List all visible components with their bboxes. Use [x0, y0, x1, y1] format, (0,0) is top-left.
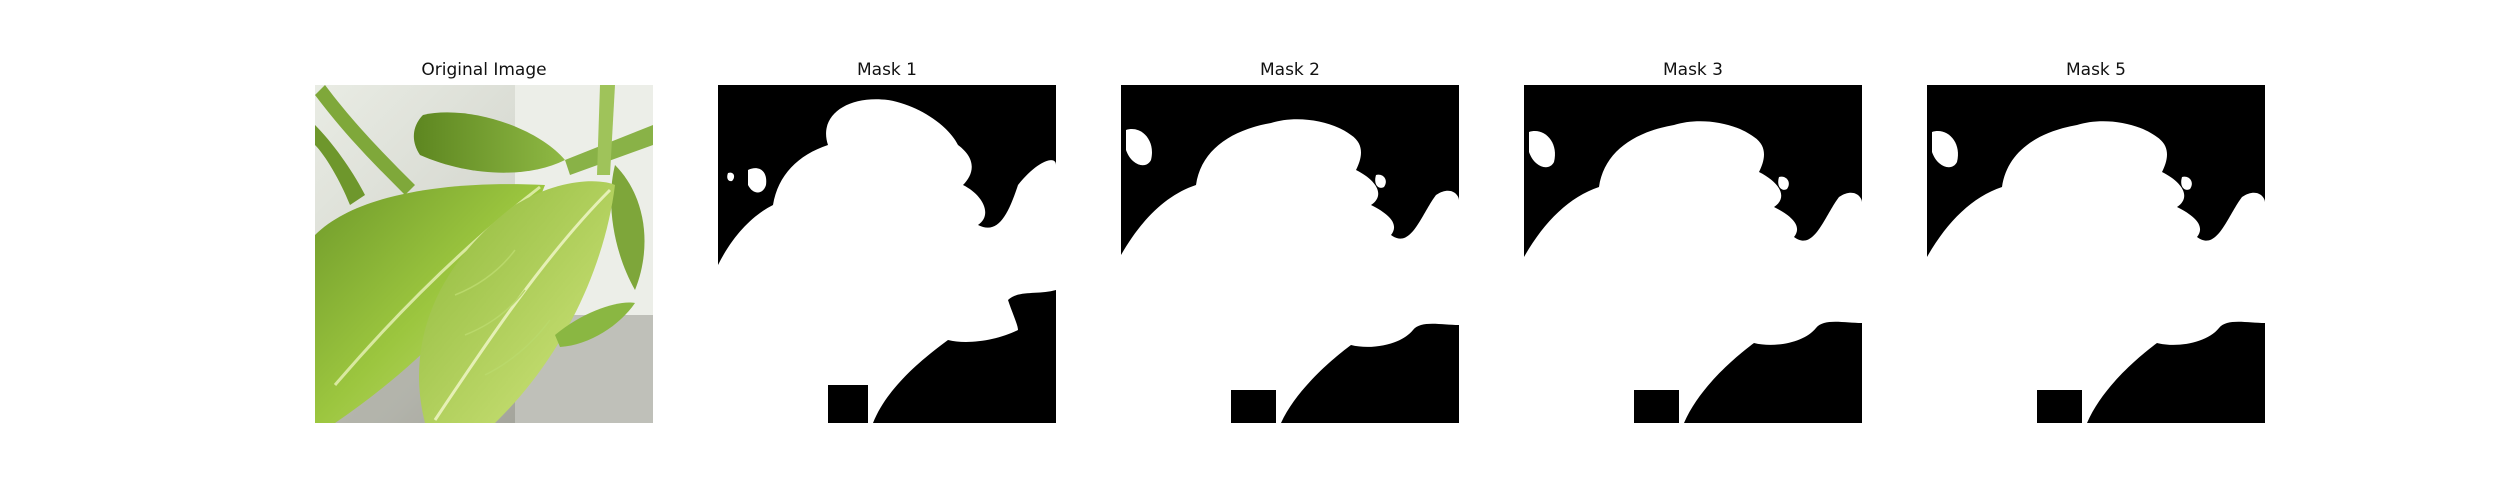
- panel-title: Mask 2: [1259, 60, 1320, 80]
- panel-title: Mask 5: [2065, 60, 2126, 80]
- mask-3-image: [1524, 85, 1862, 423]
- panel-title: Mask 1: [856, 60, 917, 80]
- mask-2-image: [1121, 85, 1459, 423]
- panel-title: Original Image: [421, 60, 547, 80]
- original-leaf-photo: [315, 85, 653, 423]
- mask-5-image: [1927, 85, 2265, 423]
- panel-title: Mask 3: [1662, 60, 1723, 80]
- mask-1-image: [718, 85, 1056, 423]
